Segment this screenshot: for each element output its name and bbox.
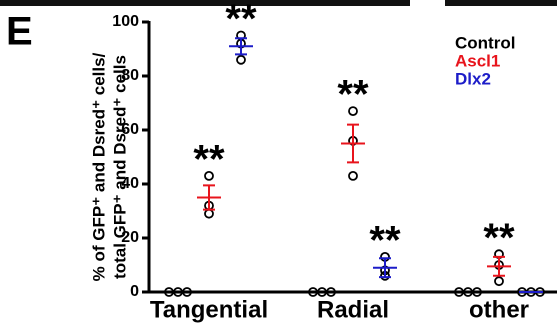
significance-label: ** — [193, 137, 225, 181]
data-point — [349, 172, 357, 180]
x-tick-label: Tangential — [150, 296, 268, 323]
significance-label: ** — [369, 218, 401, 262]
image-edge — [0, 0, 410, 6]
significance-label: ** — [337, 73, 369, 117]
y-axis-label: % of GFP⁺ and Dsred⁺ cells/ — [89, 52, 108, 281]
y-tick-label: 100 — [112, 13, 139, 30]
data-point — [237, 56, 245, 64]
x-tick-label: other — [469, 296, 529, 323]
chart: E 020406080100% of GFP⁺ and Dsred⁺ cells… — [0, 0, 557, 329]
significance-label: ** — [483, 216, 515, 260]
data-point — [495, 277, 503, 285]
image-edge — [445, 0, 557, 6]
legend-entry: Ascl1 — [455, 51, 500, 70]
significance-label: ** — [225, 0, 257, 41]
panel-letter: E — [6, 10, 33, 54]
y-axis-label: total GFP⁺ and Dsred⁺ cells — [110, 55, 129, 279]
data-point — [205, 210, 213, 218]
legend-entry: Control — [455, 33, 515, 52]
legend-entry: Dlx2 — [455, 69, 491, 88]
y-tick-label: 0 — [130, 283, 139, 300]
x-tick-label: Radial — [317, 296, 389, 323]
